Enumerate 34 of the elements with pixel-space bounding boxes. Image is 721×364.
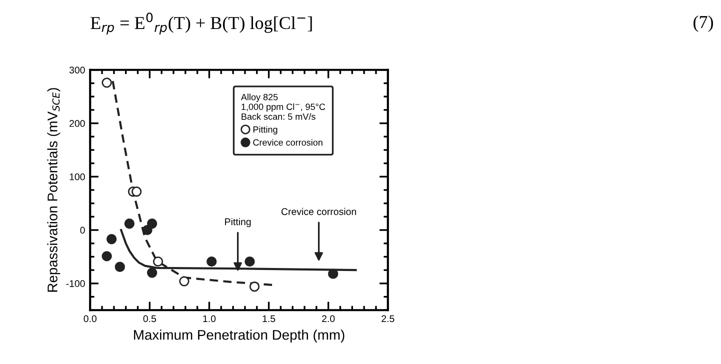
point: [124, 218, 135, 229]
x-tick-label: 2.0: [322, 315, 335, 322]
y-axis-title: Repassivation Potentials (mV$_{SCE}$): [47, 88, 60, 292]
point: [106, 234, 117, 244]
text: E$_{rp}$ = E$^{0}$$_{rp}$(T) + B(T) log[Cl$^{−}$]: [90, 12, 312, 35]
annotation: Pitting: [225, 218, 251, 228]
point: [244, 256, 255, 267]
x-tick-label: 1.5: [262, 315, 276, 322]
x-tick-label: 2.5: [382, 315, 394, 322]
legend-label: Crevice corrosion: [253, 139, 322, 146]
legend-title: Alloy 825 1,000 ppm Cl$^{−}$, 95°C Back scan: 5 mV/s: [240, 94, 326, 120]
point: [146, 218, 158, 229]
x-tick-label: 0.5: [143, 315, 156, 322]
text: (7): [694, 15, 713, 32]
y-tick-label: 200: [70, 120, 85, 127]
point: [114, 262, 125, 272]
y-tick-label: 100: [70, 173, 85, 180]
annotation: Crevice corrosion: [281, 208, 356, 216]
legend-label: Pitting: [253, 126, 278, 135]
y-tick-label: 300: [69, 66, 85, 74]
point: [102, 251, 112, 262]
y-tick-label: -100: [66, 280, 85, 288]
point: [131, 186, 142, 197]
x-tick-label: 1.0: [203, 315, 216, 322]
point: [146, 268, 158, 278]
y-tick-label: 0: [80, 226, 85, 234]
x-tick-label: 0.0: [84, 315, 97, 322]
x-axis-title: Maximum Penetration Depth (mm): [134, 330, 344, 343]
point: [328, 268, 338, 279]
point: [102, 78, 112, 88]
point: [152, 256, 164, 267]
point: [206, 256, 217, 267]
point: [249, 282, 260, 292]
point: [179, 276, 190, 286]
